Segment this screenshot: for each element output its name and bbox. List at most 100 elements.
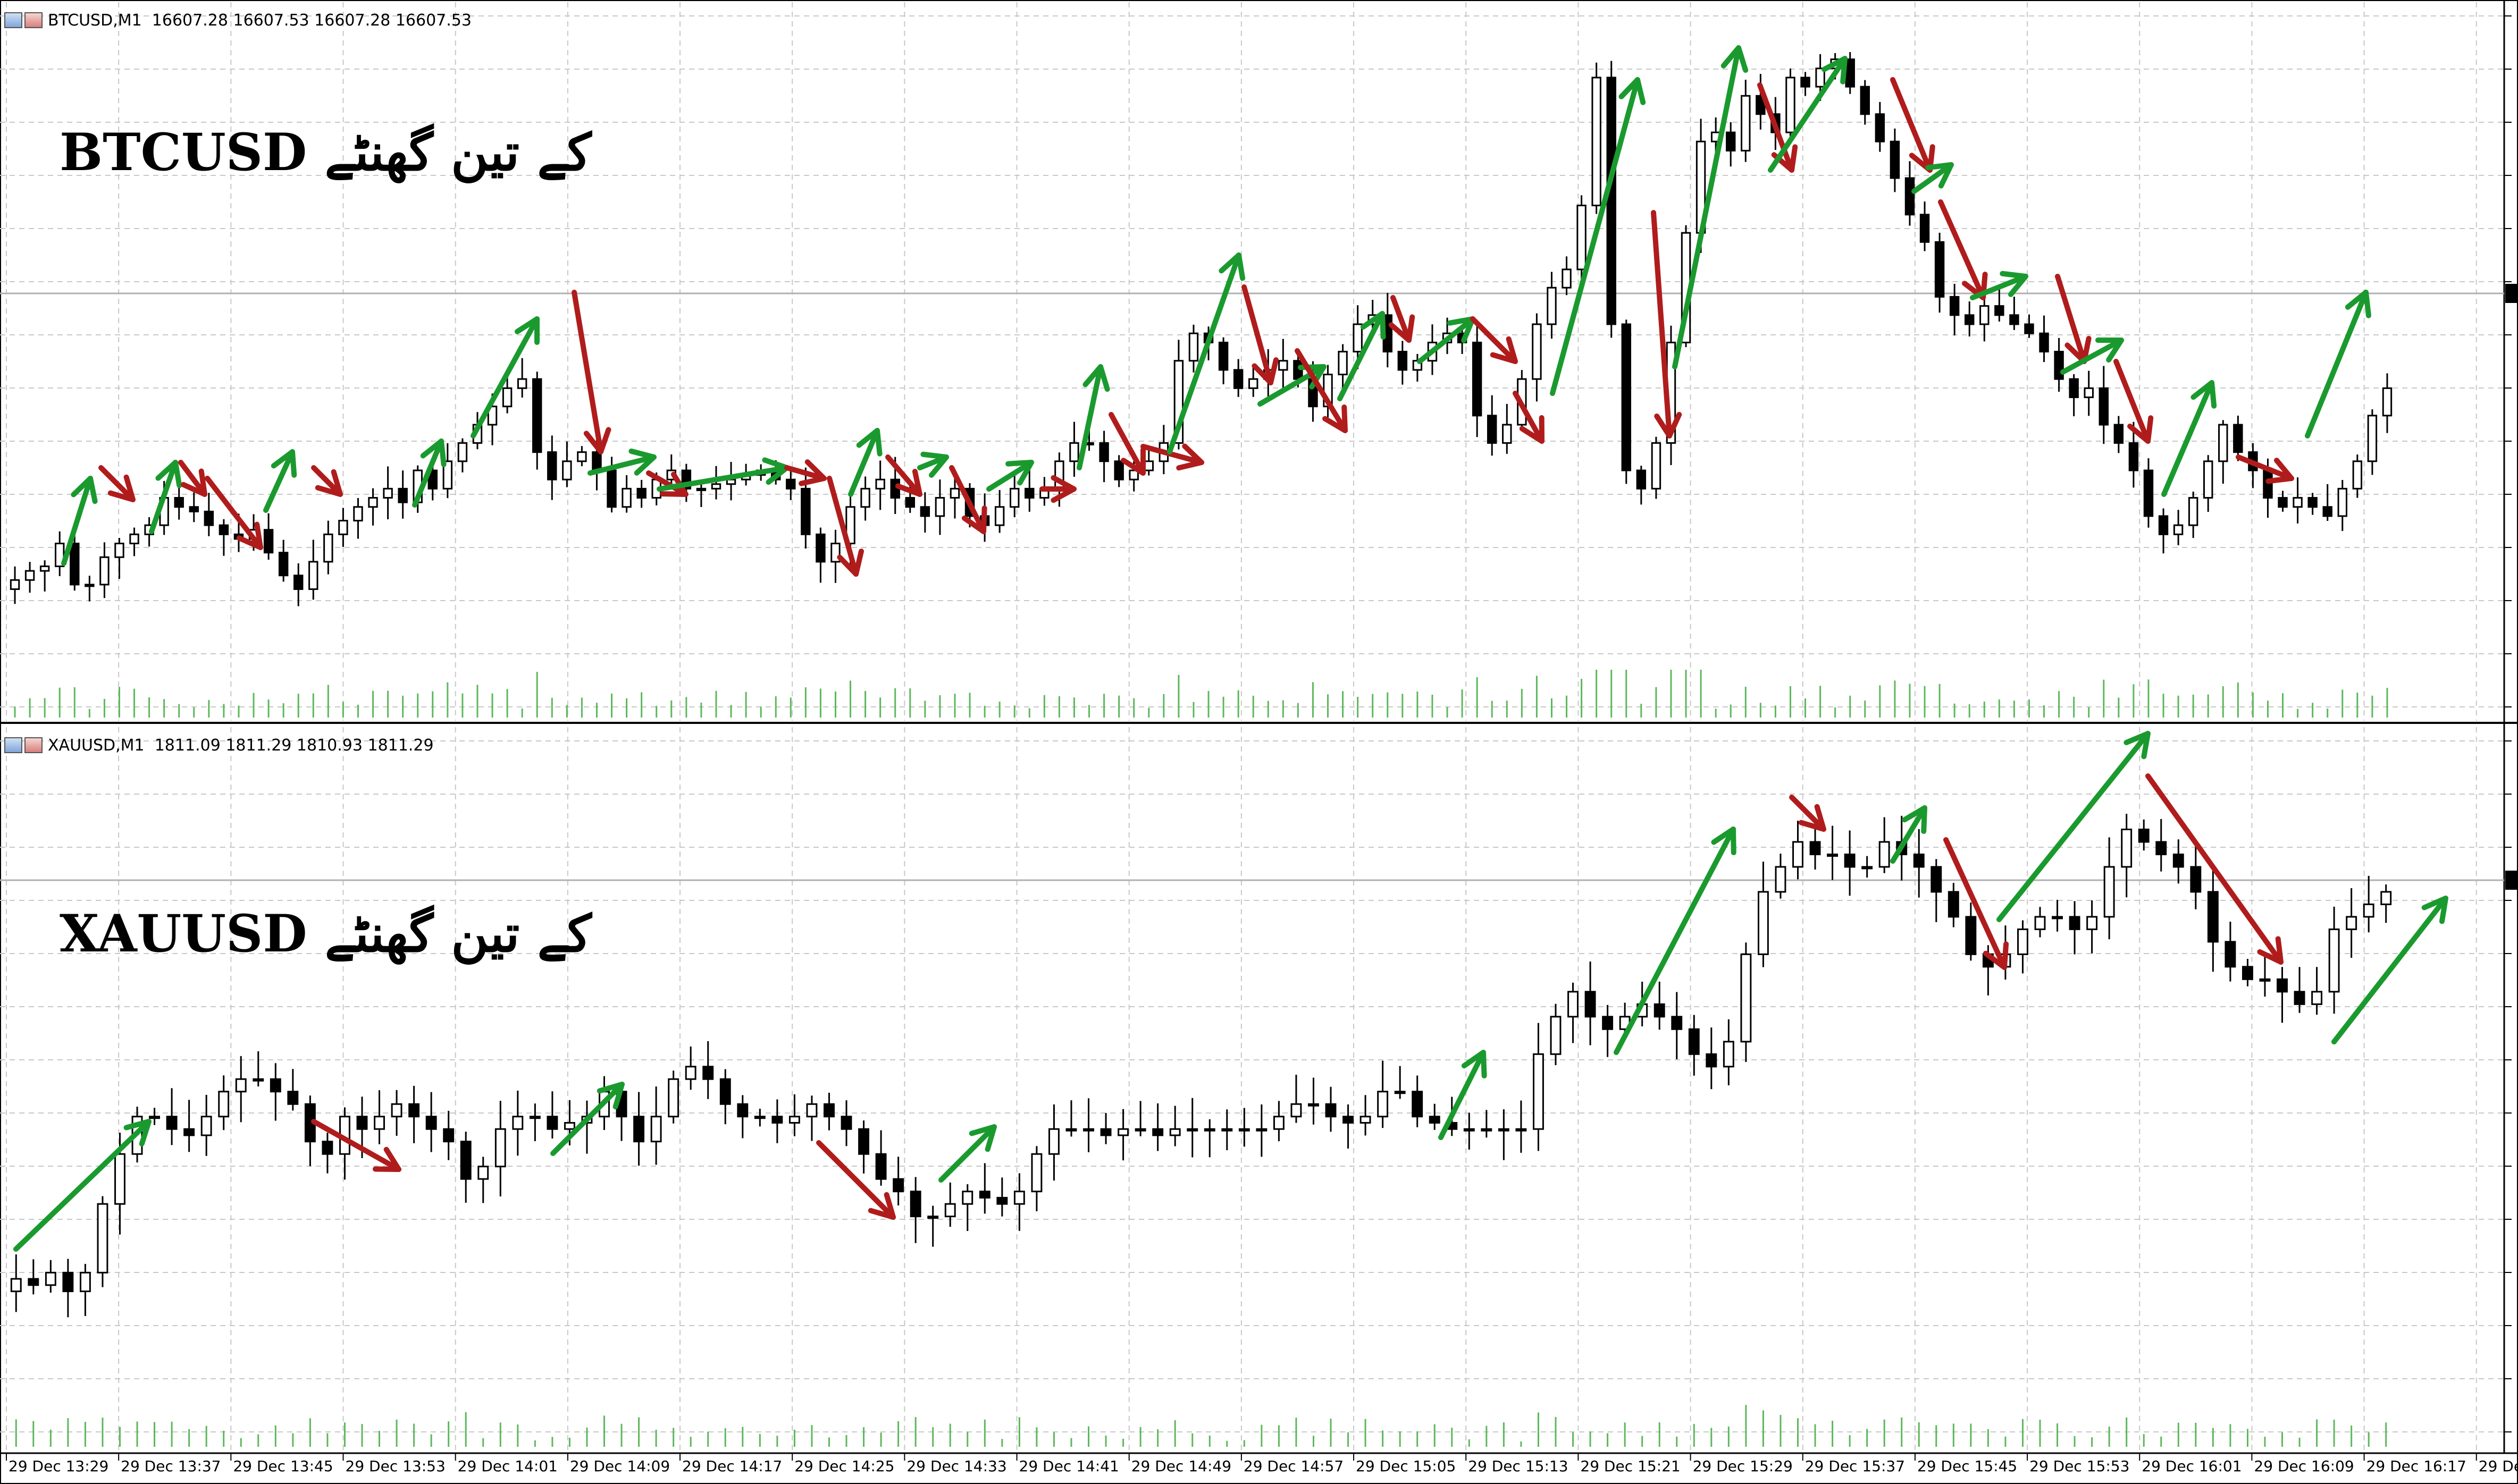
candle <box>927 1216 939 1219</box>
up-trend-arrow-head <box>1082 364 1110 392</box>
chart-properties-icon[interactable] <box>24 737 43 753</box>
down-trend-arrow <box>1241 284 1273 385</box>
xau-header: XAUUSD,M1 1811.09 1811.29 1810.93 1811.2… <box>4 735 434 756</box>
candle <box>1827 853 1839 857</box>
down-trend-arrow-head <box>1962 272 1988 300</box>
up-trend-arrow <box>2161 380 2214 497</box>
candle <box>1100 1128 1112 1136</box>
candle <box>1342 1116 1354 1124</box>
candle <box>1861 866 1873 870</box>
candle <box>1013 1191 1025 1205</box>
time-axis-label: 29 Dec 13:53 <box>346 1457 446 1475</box>
up-trend-arrow-head <box>1219 252 1246 281</box>
down-trend-arrow <box>2236 454 2294 481</box>
down-trend-arrow-head <box>2127 415 2154 444</box>
down-trend-arrow <box>1109 412 1146 476</box>
up-trend-arrow <box>2305 290 2369 439</box>
candle <box>1979 305 1990 325</box>
candle <box>28 1278 39 1286</box>
down-trend-arrow <box>816 1140 896 1220</box>
down-trend-arrow-head <box>837 549 864 577</box>
candle <box>920 506 930 517</box>
down-trend-arrow <box>885 454 922 497</box>
down-trend-arrow-head <box>1798 804 1826 832</box>
down-trend-arrow-head <box>1909 144 1935 173</box>
candle <box>529 1116 541 1119</box>
up-trend-arrow-head <box>2000 271 2028 297</box>
time-axis-label: 29 Dec 14:49 <box>1131 1457 1231 1475</box>
candle <box>944 1203 956 1218</box>
candle <box>1325 1103 1337 1118</box>
up-trend-arrow <box>1996 731 2151 922</box>
down-trend-arrow-head <box>180 468 207 497</box>
candle <box>308 561 318 590</box>
candle <box>1353 323 1363 353</box>
chart-window-icon[interactable] <box>4 12 22 28</box>
down-trend-arrow <box>784 465 827 481</box>
down-trend-arrow-head <box>583 427 611 454</box>
candle <box>858 1128 869 1155</box>
candle <box>1221 1128 1233 1132</box>
up-trend-arrow <box>149 460 178 534</box>
down-trend-arrow-head <box>2265 458 2294 484</box>
up-trend-arrow-head <box>155 460 182 488</box>
candle <box>1688 1028 1700 1055</box>
candle <box>979 1191 991 1199</box>
up-trend-arrow-head <box>1902 805 1927 834</box>
candle <box>2263 469 2273 499</box>
down-trend-arrow-head <box>1983 941 2009 970</box>
down-trend-arrow <box>1757 82 1794 173</box>
candle <box>97 1203 108 1274</box>
candle <box>24 570 35 581</box>
candle <box>2172 853 2184 868</box>
time-axis-label: 29 Dec 15:05 <box>1356 1457 1456 1475</box>
candle <box>408 1103 420 1118</box>
candle <box>1550 1016 1562 1055</box>
candle <box>2017 928 2028 955</box>
candle <box>1069 442 1079 462</box>
candle <box>322 1141 333 1155</box>
chart-properties-icon[interactable] <box>24 12 43 28</box>
down-trend-arrow-head <box>895 468 922 497</box>
btc-ohlc-label: 16607.28 16607.53 16607.28 16607.53 <box>152 11 472 30</box>
candle <box>1584 991 1596 1018</box>
candle <box>427 469 438 490</box>
candle <box>2382 387 2393 417</box>
candle <box>114 1153 125 1205</box>
down-trend-arrow <box>1470 316 1518 364</box>
candle <box>502 387 513 408</box>
chart-window-icon[interactable] <box>4 737 22 753</box>
candle <box>2203 460 2213 499</box>
candle <box>2294 991 2305 1005</box>
candle <box>893 1178 904 1193</box>
candle <box>622 487 632 508</box>
candle <box>1377 1091 1389 1118</box>
candle <box>1144 460 1154 471</box>
xau-overlay-title: XAUUSD کے تین گھنٹے <box>60 904 592 964</box>
up-trend-arrow <box>1768 56 1848 173</box>
candle <box>1481 1128 1492 1132</box>
time-axis-label: 29 Dec 13:37 <box>121 1457 221 1475</box>
candle <box>562 460 572 480</box>
candle <box>2173 524 2184 535</box>
up-trend-arrow <box>412 439 444 508</box>
candle <box>1169 1128 1181 1136</box>
candle <box>2259 978 2271 982</box>
candle <box>1114 460 1124 480</box>
up-trend-arrow <box>587 454 657 476</box>
candle <box>1204 1128 1215 1132</box>
candle <box>2009 314 2019 325</box>
candle <box>1919 214 1930 243</box>
candle <box>1949 296 1960 316</box>
candle <box>633 1116 645 1143</box>
candle <box>2086 916 2098 930</box>
candle <box>1487 415 1497 444</box>
candle <box>1031 1153 1043 1193</box>
candle <box>719 1078 731 1105</box>
candle <box>1238 1128 1250 1132</box>
down-trend-arrow <box>2145 773 2284 965</box>
candle <box>219 524 229 535</box>
candle <box>1278 360 1288 371</box>
up-trend-arrow-head <box>969 1124 997 1152</box>
